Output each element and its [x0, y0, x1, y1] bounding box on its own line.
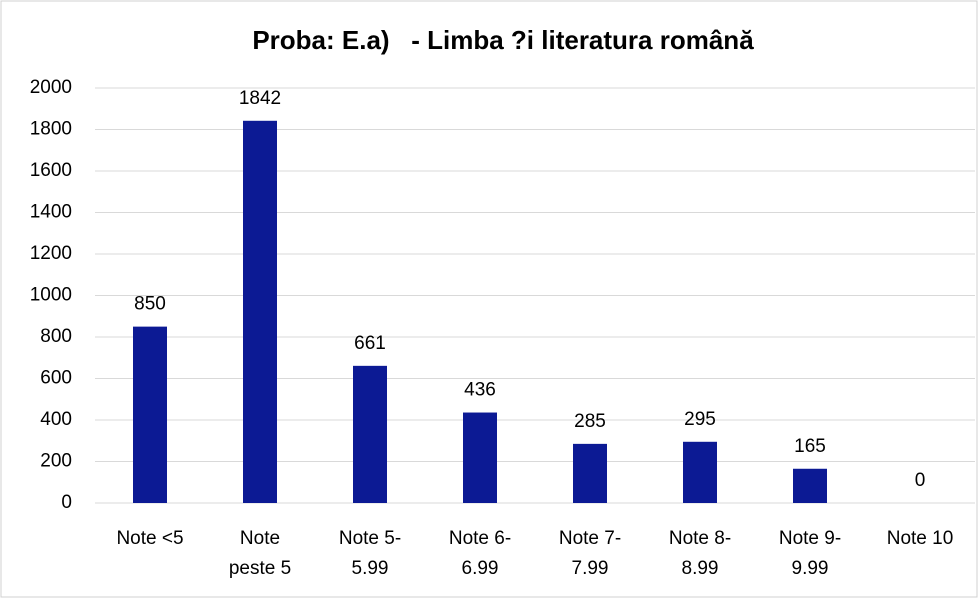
y-tick-label: 400 [40, 409, 72, 430]
y-tick-label: 800 [40, 326, 72, 347]
data-label: 165 [794, 436, 826, 457]
y-tick-label: 0 [61, 492, 72, 513]
bar [133, 326, 167, 503]
data-label: 285 [574, 411, 606, 432]
chart-title: Proba: E.a) - Limba ?i literatura română [252, 25, 754, 55]
y-tick-label: 1800 [30, 119, 72, 140]
bar [243, 120, 277, 503]
x-tick-label: Note 7- 7.99 [558, 528, 622, 579]
data-label: 1842 [239, 88, 281, 109]
y-tick-label: 1400 [30, 202, 72, 223]
data-label: 661 [354, 333, 386, 354]
x-tick-label: Note 6- 6.99 [448, 528, 512, 579]
y-tick-label: 2000 [30, 77, 72, 98]
x-tick-label: Note peste 5 [228, 528, 292, 579]
x-tick-label: Note 8- 8.99 [668, 528, 732, 579]
data-label: 0 [915, 470, 926, 491]
data-label: 850 [134, 294, 166, 315]
x-tick-label: Note 9- 9.99 [778, 528, 842, 579]
data-label: 436 [464, 380, 496, 401]
bar [463, 412, 497, 503]
bar [353, 365, 387, 503]
data-label: 295 [684, 409, 716, 430]
bar [793, 468, 827, 503]
y-tick-label: 1600 [30, 160, 72, 181]
bar [573, 443, 607, 503]
x-tick-label: Note 5- 5.99 [338, 528, 402, 579]
y-tick-label: 600 [40, 368, 72, 389]
y-tick-label: 1000 [30, 285, 72, 306]
x-tick-label: Note <5 [116, 528, 184, 549]
y-tick-label: 200 [40, 451, 72, 472]
x-tick-label: Note 10 [886, 528, 954, 549]
y-tick-label: 1200 [30, 243, 72, 264]
bar [683, 441, 717, 503]
